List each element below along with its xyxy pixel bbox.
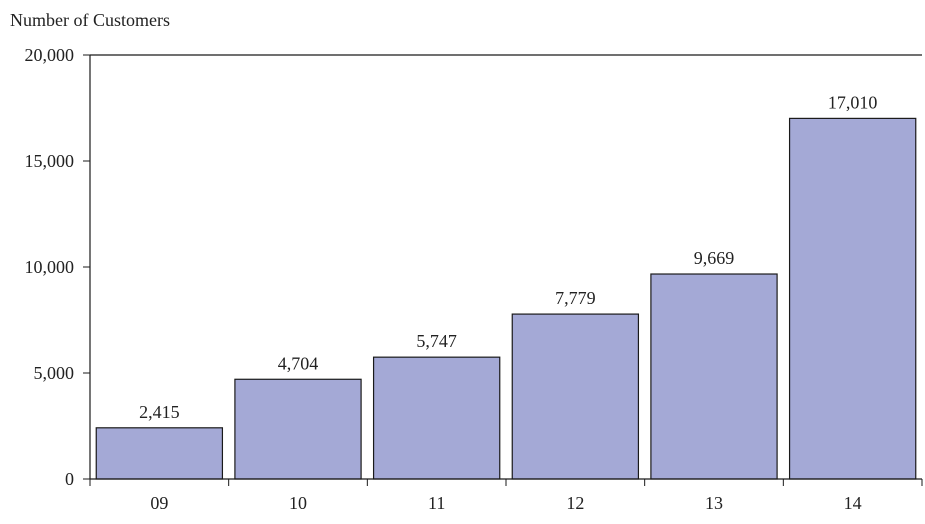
bar-value-label: 9,669 <box>694 248 735 268</box>
y-tick-label: 0 <box>65 469 74 489</box>
bar-value-label: 17,010 <box>828 92 878 112</box>
y-tick-label: 10,000 <box>25 257 75 277</box>
bar-value-label: 5,747 <box>416 331 457 351</box>
bar <box>95 427 224 480</box>
x-axis-ticks: 09 10 11 12 13 14 <box>89 479 923 513</box>
bar-value-label: 4,704 <box>278 353 319 373</box>
x-tick-label: 09 <box>150 493 168 513</box>
x-tick-label: 13 <box>705 493 723 513</box>
x-tick-label: 10 <box>289 493 307 513</box>
y-axis-title: Number of Customers <box>10 10 170 30</box>
bar-value-label: 2,415 <box>139 402 180 422</box>
x-tick-label: 12 <box>566 493 584 513</box>
bar <box>372 356 501 480</box>
bars-group: 2,415 4,704 5,747 7,779 9,669 17,010 <box>95 92 917 480</box>
bar <box>788 117 917 480</box>
axes <box>89 54 922 480</box>
bar <box>650 273 778 480</box>
y-tick-label: 5,000 <box>34 363 75 383</box>
bar-value-label: 7,779 <box>555 288 596 308</box>
bar <box>511 313 640 480</box>
y-tick-label: 15,000 <box>25 151 75 171</box>
x-tick-label: 11 <box>428 493 445 513</box>
bar <box>234 378 362 480</box>
y-axis-ticks: 0 5,000 10,000 15,000 20,000 <box>25 45 90 489</box>
y-tick-label: 20,000 <box>25 45 75 65</box>
x-tick-label: 14 <box>844 493 862 513</box>
